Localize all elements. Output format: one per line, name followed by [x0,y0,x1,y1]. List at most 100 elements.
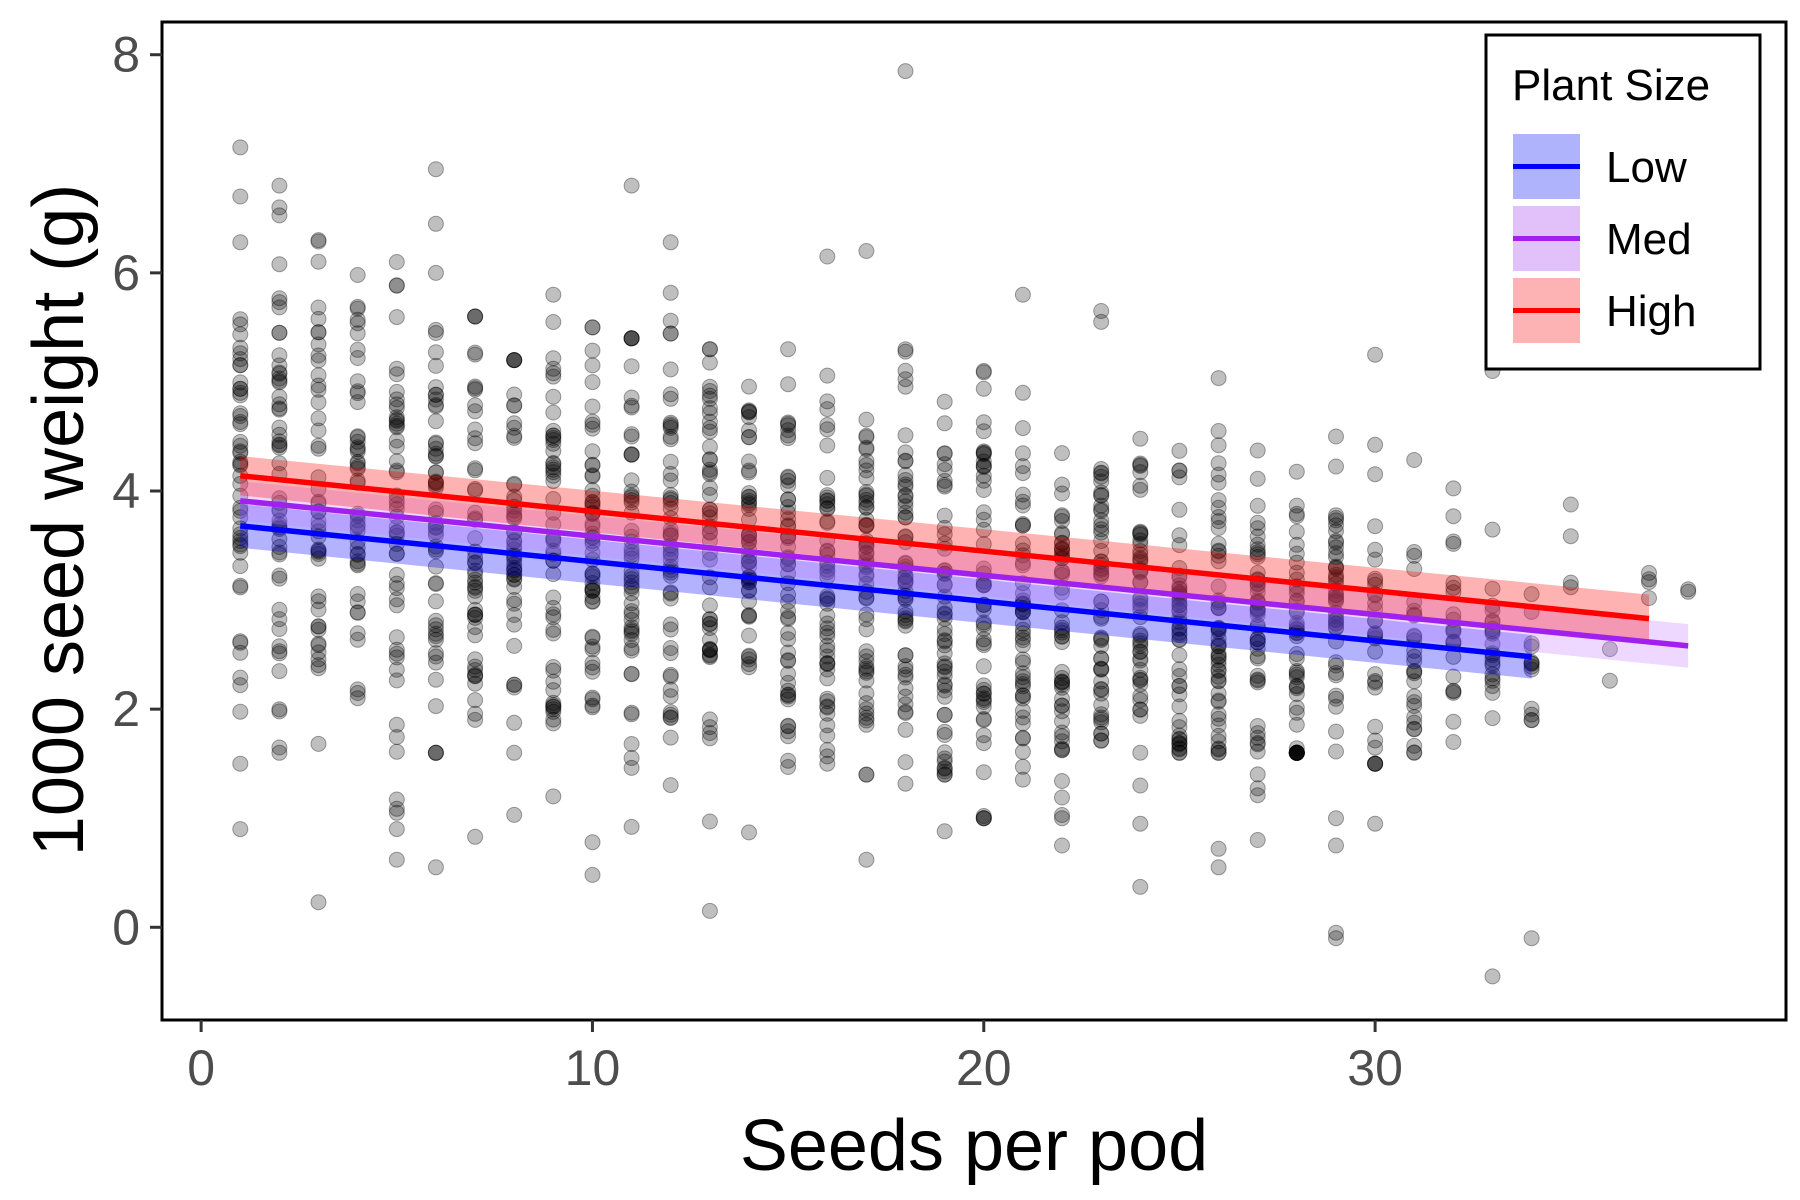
data-point [1132,543,1149,559]
data-point [1132,524,1149,541]
data-point [1210,710,1227,727]
data-point [701,466,718,483]
data-point [427,398,444,415]
data-point [467,651,484,668]
data-point [427,558,444,575]
data-point [701,597,718,614]
data-point [1054,807,1070,823]
data-point [1249,528,1266,545]
data-point [545,350,562,367]
data-point [1367,674,1384,691]
data-point [623,330,640,347]
x-tick-label: 30 [1347,1040,1403,1096]
data-point [1054,513,1070,529]
data-point [1288,505,1305,522]
data-point [1562,574,1579,591]
data-point [1288,650,1305,667]
data-point [701,646,718,663]
data-point [545,715,562,732]
data-point [1328,510,1344,526]
data-point [975,364,992,381]
data-point [936,663,953,680]
data-point [310,336,327,353]
data-point [349,325,366,342]
data-point [819,595,836,612]
data-point [388,415,405,432]
data-point [897,362,914,379]
data-point [467,571,484,588]
data-point [232,633,249,650]
data-point [232,703,249,720]
data-point [623,606,640,623]
data-point [741,496,757,513]
data-point [1210,547,1227,564]
data-point [623,489,640,506]
data-point [467,588,484,605]
data-point [1132,627,1149,644]
data-point [780,511,797,528]
data-point [545,461,562,478]
data-point [1014,517,1031,534]
data-point [701,390,718,407]
data-point [467,692,484,709]
data-point [623,547,640,564]
data-point [545,360,562,377]
data-point [662,390,679,407]
data-point [1288,523,1305,540]
data-point [1249,729,1266,746]
data-point [349,557,366,574]
data-point [1054,540,1070,557]
data-point [1014,687,1031,704]
data-point [1014,729,1031,746]
data-point [271,374,288,391]
data-point [1249,536,1266,553]
data-point [584,468,601,485]
data-point [1171,597,1188,614]
data-point [662,495,679,511]
data-point [349,341,366,358]
data-point [819,637,836,654]
data-point [1171,462,1188,479]
data-point [271,433,288,450]
data-point [741,464,757,481]
data-point [506,679,523,696]
data-point [1406,698,1423,714]
data-point [1171,677,1188,694]
data-point [1484,684,1501,701]
data-point [1523,658,1540,675]
data-point [232,311,249,328]
data-point [662,546,679,563]
data-point [1406,721,1423,738]
data-point [1093,473,1110,490]
data-point [780,477,797,494]
data-point [1132,672,1149,689]
data-point [1406,714,1423,731]
data-point [701,354,718,371]
data-point [584,420,601,437]
data-point [662,419,679,436]
data-point [1132,525,1149,542]
data-point [1132,481,1149,498]
data-point [1093,503,1110,519]
data-point [349,518,366,535]
data-point [975,453,992,470]
data-point [1249,736,1266,753]
data-point [1249,787,1266,804]
data-point [271,177,288,194]
data-point [467,601,484,618]
data-point [349,298,366,315]
data-point [897,498,914,515]
data-point [662,361,679,378]
data-point [271,663,288,680]
data-point [584,593,601,610]
data-point [1484,521,1501,538]
data-point [819,717,836,734]
data-point [1054,728,1070,745]
data-point [467,627,484,644]
data-point [780,593,797,610]
data-point [1249,584,1266,601]
data-point [858,660,875,677]
data-point [232,509,249,526]
data-point [388,566,405,583]
data-point [506,607,523,623]
